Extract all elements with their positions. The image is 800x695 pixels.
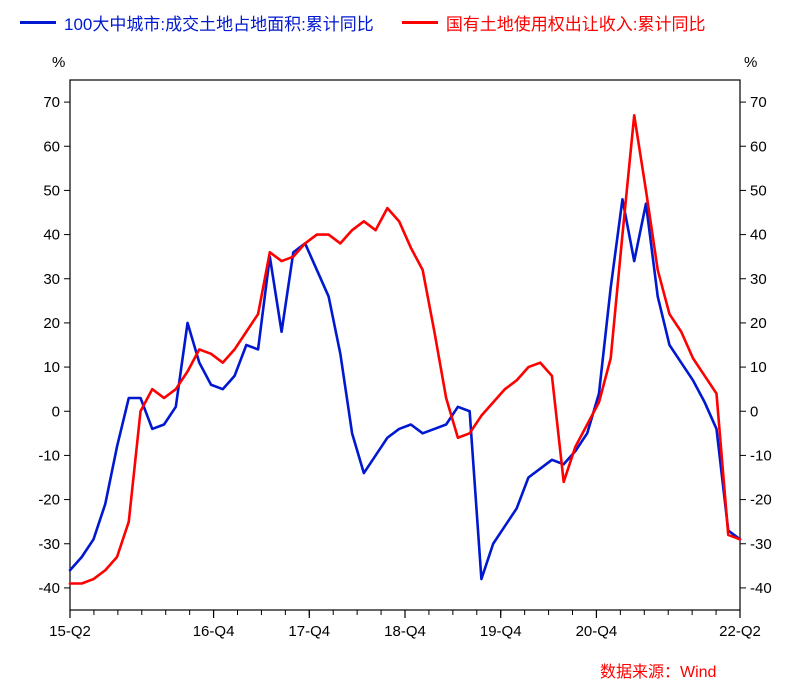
data-source: 数据来源：Wind <box>600 658 716 682</box>
svg-text:70: 70 <box>750 94 767 111</box>
legend-swatch <box>402 21 438 24</box>
svg-text:20: 20 <box>750 315 767 332</box>
svg-text:15-Q2: 15-Q2 <box>49 623 91 640</box>
svg-text:50: 50 <box>750 182 767 199</box>
svg-text:-40: -40 <box>750 580 772 597</box>
y-axis-unit-left: % <box>52 54 65 71</box>
svg-text:18-Q4: 18-Q4 <box>384 623 426 640</box>
plot-area: -40 -40 -30 -30 -20 -20 -10 -10 0 0 10 10 20 20 30 30 40… <box>0 0 800 690</box>
legend-label: 100大中城市:成交土地占地面积:累计同比 <box>64 10 374 35</box>
legend-swatch <box>20 21 56 24</box>
svg-text:70: 70 <box>43 94 60 111</box>
svg-text:10: 10 <box>750 359 767 376</box>
svg-text:-40: -40 <box>38 580 60 597</box>
legend-label: 国有土地使用权出让收入:累计同比 <box>446 10 706 35</box>
svg-text:-30: -30 <box>38 536 60 553</box>
svg-text:40: 40 <box>750 227 767 244</box>
svg-text:0: 0 <box>750 403 758 420</box>
svg-text:0: 0 <box>52 403 60 420</box>
svg-text:-20: -20 <box>750 492 772 509</box>
legend-item: 100大中城市:成交土地占地面积:累计同比 <box>20 10 374 35</box>
svg-text:-10: -10 <box>38 447 60 464</box>
legend: 100大中城市:成交土地占地面积:累计同比 国有土地使用权出让收入:累计同比 <box>0 10 800 35</box>
svg-text:22-Q2: 22-Q2 <box>719 623 761 640</box>
svg-text:20-Q4: 20-Q4 <box>576 623 618 640</box>
line-chart: 100大中城市:成交土地占地面积:累计同比 国有土地使用权出让收入:累计同比 -… <box>0 0 800 690</box>
legend-item: 国有土地使用权出让收入:累计同比 <box>402 10 706 35</box>
svg-text:19-Q4: 19-Q4 <box>480 623 522 640</box>
svg-text:60: 60 <box>750 138 767 155</box>
svg-text:17-Q4: 17-Q4 <box>288 623 330 640</box>
svg-text:-30: -30 <box>750 536 772 553</box>
svg-text:10: 10 <box>43 359 60 376</box>
svg-text:-10: -10 <box>750 447 772 464</box>
svg-text:20: 20 <box>43 315 60 332</box>
svg-text:30: 30 <box>750 271 767 288</box>
svg-text:30: 30 <box>43 271 60 288</box>
svg-text:60: 60 <box>43 138 60 155</box>
svg-text:-20: -20 <box>38 492 60 509</box>
svg-text:40: 40 <box>43 227 60 244</box>
y-axis-unit-right: % <box>744 54 757 71</box>
svg-text:16-Q4: 16-Q4 <box>193 623 235 640</box>
svg-text:50: 50 <box>43 182 60 199</box>
